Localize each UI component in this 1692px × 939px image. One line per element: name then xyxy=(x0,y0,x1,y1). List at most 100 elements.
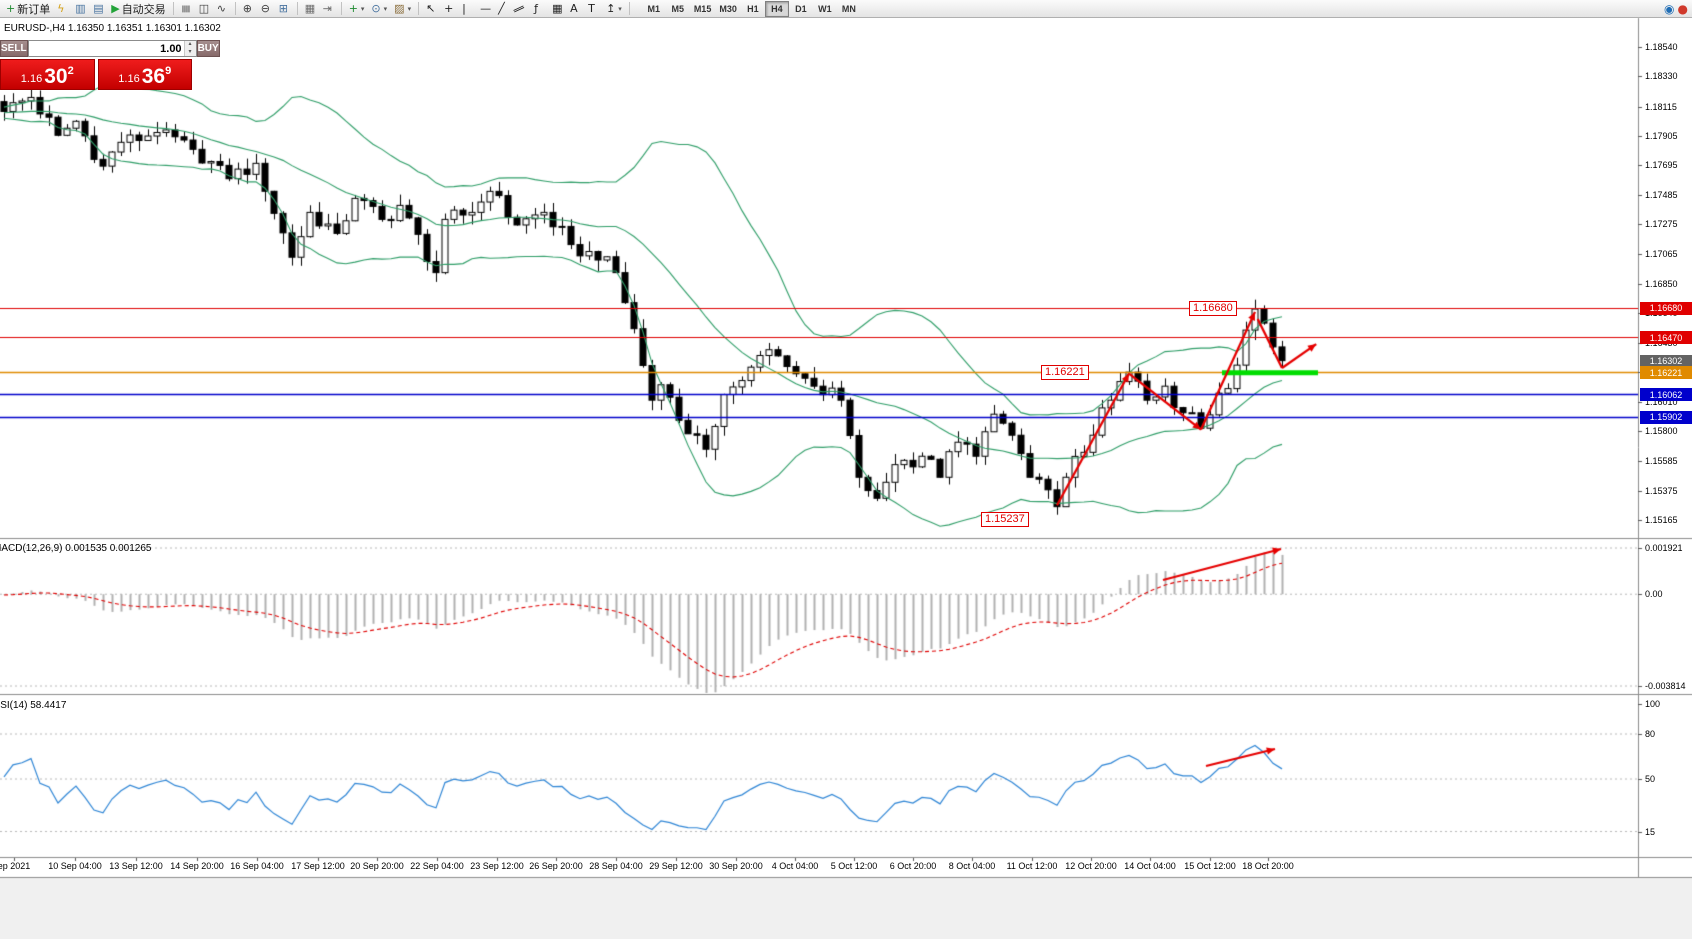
time-axis-label: 30 Sep 20:00 xyxy=(709,861,763,871)
equidistant-channel-button[interactable]: ∥ xyxy=(512,1,530,17)
arrows-tool-caret: ▾ xyxy=(618,5,622,13)
templates-button[interactable]: ▨ ▾ xyxy=(391,1,414,17)
time-axis-label: 14 Oct 04:00 xyxy=(1124,861,1176,871)
horizontal-line-icon: — xyxy=(480,1,492,15)
time-axis-label: 17 Sep 12:00 xyxy=(291,861,345,871)
macd-indicator-label: MACD(12,26,9) 0.001535 0.001265 xyxy=(0,543,152,554)
time-axis-label: 18 Oct 20:00 xyxy=(1242,861,1294,871)
volume-field: ▴ ▾ xyxy=(27,40,197,57)
arrows-tool-button[interactable]: ↥ ▾ xyxy=(603,1,625,17)
timeframe-h1-button[interactable]: H1 xyxy=(747,3,759,14)
time-axis-label: 12 Oct 20:00 xyxy=(1065,861,1117,871)
buy-price-prefix: 1.16 xyxy=(118,73,140,85)
timeframe-w1-button[interactable]: W1 xyxy=(818,3,832,14)
indicators-list-caret: ▾ xyxy=(360,5,365,13)
timeframe-mn-button[interactable]: MN xyxy=(841,3,856,14)
price-tick-label: 1.15165 xyxy=(1645,515,1678,525)
equidistant-channel-icon: ∥ xyxy=(512,3,527,14)
zoom-out-button[interactable]: ⊖ xyxy=(258,1,275,17)
trendline-button[interactable]: ╱ xyxy=(495,1,512,17)
vertical-line-button[interactable]: | xyxy=(459,1,476,17)
time-axis-label: 29 Sep 12:00 xyxy=(649,861,703,871)
volume-input[interactable] xyxy=(28,41,184,56)
toolbar-separator xyxy=(418,2,420,15)
auto-arrange-icon: ▦ xyxy=(304,1,316,15)
toolbar-right-icons: ◉ ● xyxy=(1664,2,1689,16)
candlestick-chart-button[interactable]: ◫ xyxy=(196,1,213,17)
volume-increase-button[interactable]: ▴ xyxy=(184,41,196,49)
time-axis-label: 26 Sep 20:00 xyxy=(529,861,583,871)
tile-windows-button[interactable]: ⊞ xyxy=(276,1,293,17)
bar-chart-button[interactable]: ≣ xyxy=(178,1,195,17)
one-click-price-row: 1.16 30 2 1.16 36 9 xyxy=(0,59,192,90)
grid-button[interactable]: ▦ xyxy=(549,1,566,17)
grid-icon: ▦ xyxy=(552,1,563,15)
buy-price-big: 36 xyxy=(141,65,166,88)
period-selector-icon: ⊙ xyxy=(371,1,381,15)
buy-price-button[interactable]: 1.16 36 9 xyxy=(97,59,192,90)
time-axis-label: 6 Oct 20:00 xyxy=(889,861,937,871)
cursor-button[interactable]: ↖ xyxy=(423,1,440,17)
toolbar-separator xyxy=(628,2,630,15)
market-watch-button[interactable]: ▥ xyxy=(72,1,89,17)
time-axis-label: 8 Oct 04:00 xyxy=(948,861,996,871)
zoom-in-button[interactable]: ⊕ xyxy=(240,1,257,17)
text-label-button[interactable]: T xyxy=(585,1,602,17)
buy-button[interactable]: BUY xyxy=(196,40,220,57)
new-order-button[interactable]: + 新订单 xyxy=(3,1,53,17)
rsi-scale-label: 80 xyxy=(1645,729,1656,739)
time-axis-label: 23 Sep 12:00 xyxy=(470,861,524,871)
auto-arrange-button[interactable]: ▦ xyxy=(302,1,319,17)
data-window-button[interactable]: ϟ xyxy=(54,1,71,17)
candlestick-chart-icon: ◫ xyxy=(198,1,210,15)
toolbar-separator xyxy=(172,2,174,15)
chart-shift-icon: ⇥ xyxy=(322,1,332,15)
price-tick-label: 1.17905 xyxy=(1645,130,1678,141)
text-button[interactable]: A xyxy=(567,1,584,17)
chart-info-line: EURUSD-,H4 1.16350 1.16351 1.16301 1.163… xyxy=(4,23,221,34)
navigator-icon: ▤ xyxy=(93,1,104,15)
macd-scale-label: -0.003814 xyxy=(1645,681,1686,691)
sell-price-sup: 2 xyxy=(67,65,74,77)
auto-trading-label: 自动交易 xyxy=(121,3,166,16)
chart-shift-button[interactable]: ⇥ xyxy=(320,1,337,17)
time-axis-label: 16 Sep 04:00 xyxy=(230,861,284,871)
price-tick-label: 1.15375 xyxy=(1645,485,1678,496)
community-icon[interactable]: ◉ xyxy=(1664,1,1675,16)
price-label-box: 1.16302 xyxy=(1640,354,1692,368)
fibonacci-retracement-button[interactable]: ƒ xyxy=(531,1,548,17)
timeframe-m30-button[interactable]: M30 xyxy=(719,3,737,14)
price-tick-label: 1.17065 xyxy=(1645,248,1678,259)
period-selector-caret: ▾ xyxy=(383,5,388,13)
timeframe-d1-button[interactable]: D1 xyxy=(795,3,807,14)
timeframe-m15-button[interactable]: M15 xyxy=(693,3,712,14)
period-selector-button[interactable]: ⊙ ▾ xyxy=(368,1,390,17)
timeframe-m5-button[interactable]: M5 xyxy=(671,3,685,14)
line-chart-button[interactable]: ∿ xyxy=(214,1,231,17)
time-axis-label: 4 Oct 04:00 xyxy=(771,861,819,871)
chart-annotation: 1.16221 xyxy=(1041,365,1089,380)
price-label-box: 1.16062 xyxy=(1640,388,1692,402)
vertical-line-icon: | xyxy=(462,1,466,15)
mql5-icon[interactable]: ● xyxy=(1677,1,1688,16)
time-axis-label: 28 Sep 04:00 xyxy=(589,861,643,871)
crosshair-button[interactable]: + xyxy=(441,1,458,17)
sell-price-button[interactable]: 1.16 30 2 xyxy=(0,59,95,90)
price-tick-label: 1.17275 xyxy=(1645,219,1678,230)
navigator-button[interactable]: ▤ xyxy=(90,1,107,17)
indicators-list-button[interactable]: + ▾ xyxy=(346,1,368,17)
volume-stepper: ▴ ▾ xyxy=(183,41,196,56)
sell-button[interactable]: SELL xyxy=(0,40,28,57)
volume-decrease-button[interactable]: ▾ xyxy=(184,48,196,56)
arrows-tool-icon: ↥ xyxy=(606,1,616,15)
time-axis-label: 20 Sep 20:00 xyxy=(350,861,404,871)
time-axis-label: 10 Sep 04:00 xyxy=(48,861,102,871)
horizontal-line-button[interactable]: — xyxy=(477,1,494,17)
sell-price-big: 30 xyxy=(44,65,68,88)
timeframe-h4-button[interactable]: H4 xyxy=(764,0,789,17)
auto-trading-button[interactable]: ▶ 自动交易 xyxy=(108,1,168,17)
timeframe-m1-button[interactable]: M1 xyxy=(647,3,661,14)
price-tick-label: 1.16850 xyxy=(1645,278,1678,289)
